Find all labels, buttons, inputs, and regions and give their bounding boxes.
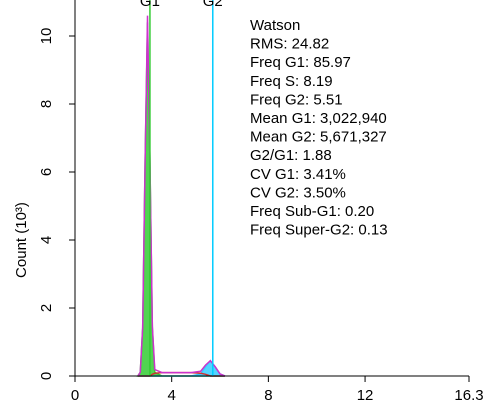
stat-text: Freq G1: 85.97 [250, 54, 351, 71]
stat-text: Freq Sub-G1: 0.20 [250, 203, 374, 220]
x-tick-label: 4 [168, 387, 176, 400]
stat-text: RMS: 24.82 [250, 36, 329, 53]
y-tick-label: 2 [38, 304, 55, 312]
gate-label: G1 [140, 0, 160, 10]
y-tick-label: 10 [38, 28, 55, 45]
stat-text: Watson [250, 17, 300, 34]
x-tick-label: 12 [357, 387, 374, 400]
y-tick-label: 4 [38, 236, 55, 244]
stat-text: Freq Super-G2: 0.13 [250, 222, 388, 239]
stat-text: G2/G1: 1.88 [250, 147, 332, 164]
stat-text: Freq G2: 5.51 [250, 91, 343, 108]
x-tick-label: 8 [264, 387, 272, 400]
stat-text: CV G2: 3.50% [250, 184, 346, 201]
stat-text: Freq S: 8.19 [250, 73, 333, 90]
stat-text: Mean G1: 3,022,940 [250, 110, 387, 127]
x-tick-label: 0 [71, 387, 79, 400]
y-tick-label: 0 [38, 372, 55, 380]
y-axis-label: Count (10³) [13, 202, 30, 278]
x-tick-label: 16.3 [454, 387, 483, 400]
y-tick-label: 8 [38, 100, 55, 108]
y-tick-label: 6 [38, 168, 55, 176]
histogram-line [137, 15, 226, 377]
stat-text: Mean G2: 5,671,327 [250, 129, 387, 146]
gate-label: G2 [203, 0, 223, 10]
stat-text: CV G1: 3.41% [250, 166, 346, 183]
